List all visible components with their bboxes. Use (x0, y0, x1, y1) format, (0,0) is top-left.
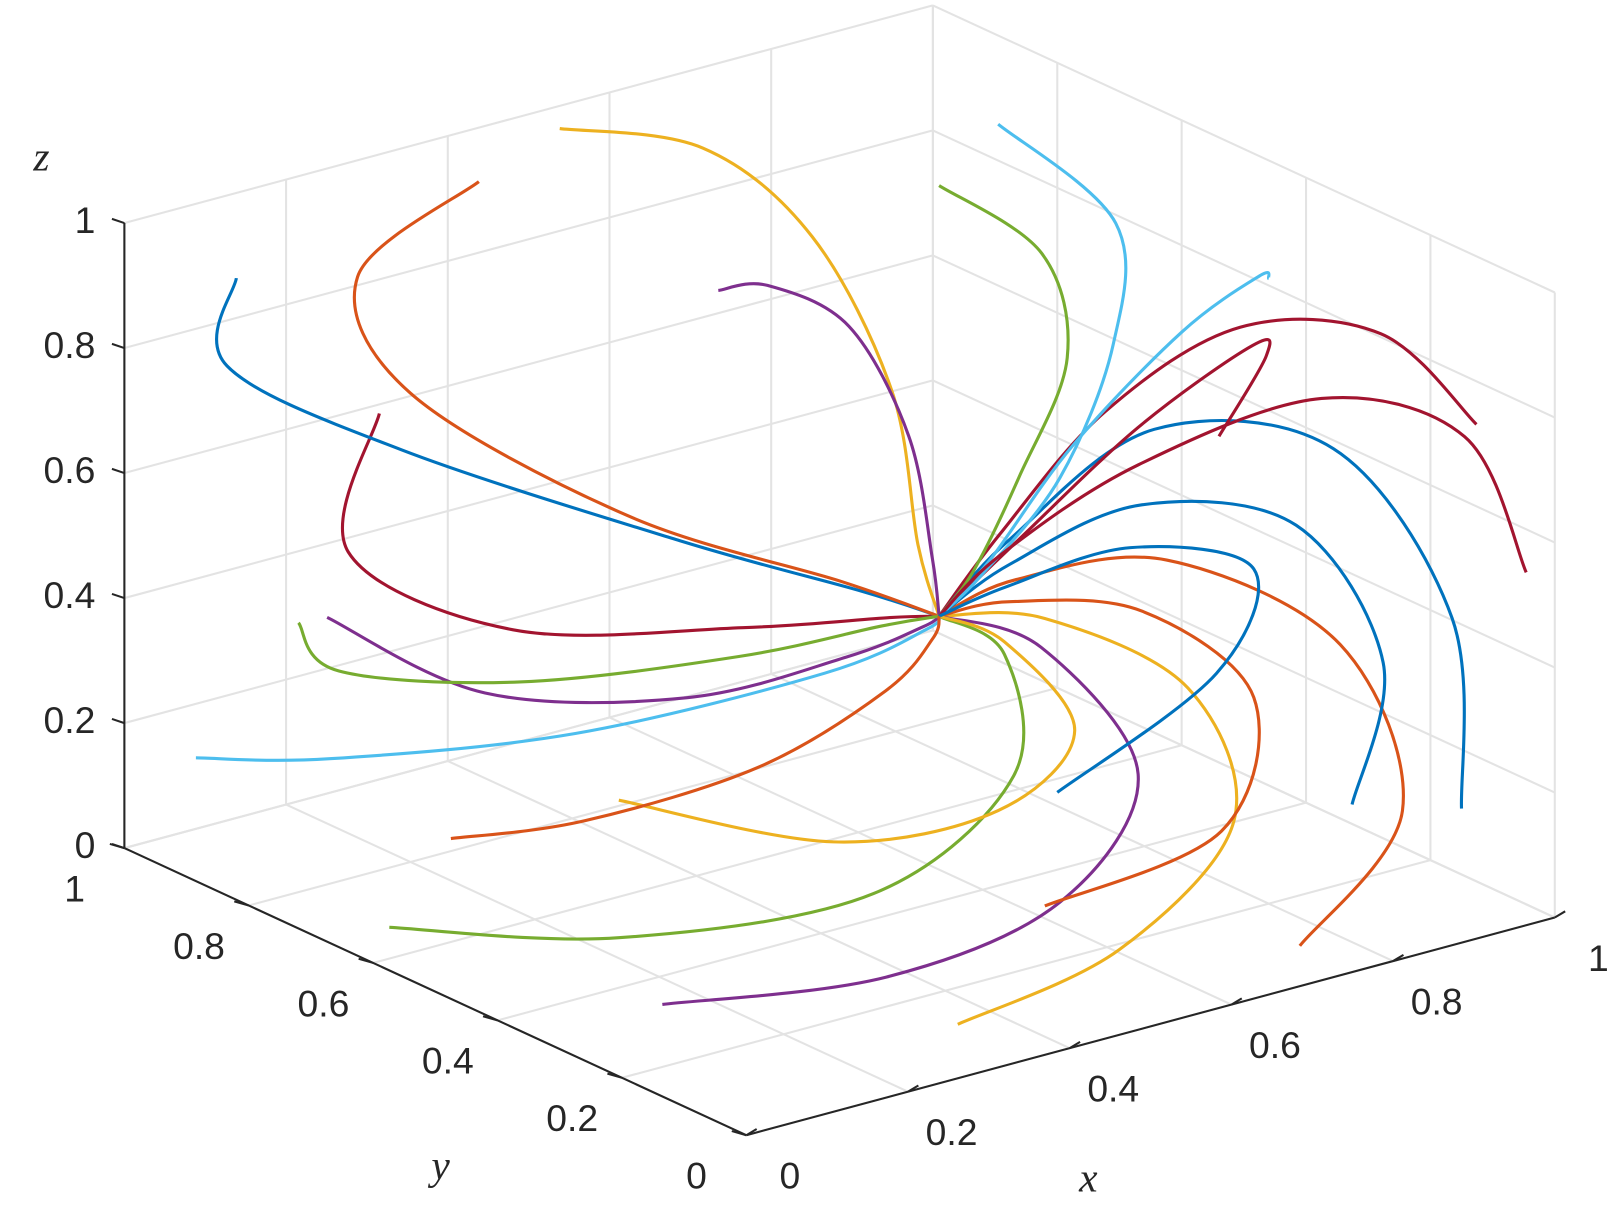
trajectory (938, 396, 1528, 618)
x-tick (907, 1084, 919, 1093)
x-tick-label: 0.2 (926, 1111, 978, 1153)
trajectory (297, 614, 940, 685)
grid-line (621, 859, 1431, 1079)
grid-line (124, 379, 934, 600)
grid-line (770, 673, 1394, 963)
x-tick-label: 0 (779, 1155, 800, 1197)
grid-line (447, 760, 1071, 1050)
trajectory (215, 277, 940, 618)
z-tick (111, 717, 125, 725)
y-tick-label: 0.6 (297, 982, 349, 1024)
trajectories (195, 122, 1528, 1026)
x-tick-label: 0.6 (1249, 1024, 1301, 1066)
trajectory (938, 545, 1261, 794)
trajectory (939, 611, 1239, 1026)
y-tick-label: 1 (64, 867, 85, 909)
trajectory (937, 271, 1271, 618)
y-tick (233, 900, 250, 907)
z-tick-label: 0 (75, 824, 96, 866)
z-tick (111, 342, 125, 350)
trajectory (718, 282, 941, 617)
z-tick (111, 592, 125, 600)
trajectory (618, 614, 1077, 844)
y-tick (358, 957, 374, 964)
grid-line (124, 254, 934, 475)
x-tick-label: 0.4 (1087, 1068, 1139, 1110)
trajectory (326, 614, 941, 705)
grid-line (932, 129, 1556, 419)
x-tick-label: 0.8 (1411, 980, 1463, 1022)
trajectory (559, 127, 941, 617)
grid-line (932, 504, 1556, 794)
trajectory (352, 180, 940, 618)
grid-line (372, 744, 1182, 964)
x-tick (1554, 910, 1566, 919)
trajectory (938, 499, 1387, 805)
grid-line (932, 4, 1556, 294)
z-tick (111, 467, 125, 475)
trajectory (450, 615, 941, 841)
trajectory (938, 555, 1405, 947)
x-tick (745, 1128, 758, 1137)
grid-line (932, 629, 1556, 919)
z-tick-label: 0.8 (44, 324, 96, 366)
trajectory (937, 184, 1070, 618)
z-tick (111, 217, 125, 225)
z-tick-label: 1 (75, 199, 96, 241)
y-tick (731, 1130, 747, 1137)
y-tick (482, 1015, 498, 1022)
grid-line (497, 801, 1307, 1022)
grid-line (124, 504, 934, 725)
x-tick-label: 1 (1588, 937, 1609, 979)
z-tick-label: 0.4 (44, 574, 96, 616)
grid-line (285, 803, 909, 1093)
trajectory (389, 614, 1026, 941)
x-axis-line (746, 916, 1556, 1137)
y-tick (607, 1072, 623, 1079)
y-axis-title: y (427, 1142, 450, 1188)
z-tick (111, 842, 125, 850)
trajectory (938, 122, 1128, 618)
y-tick-label: 0 (686, 1155, 707, 1197)
trajectory (937, 418, 1466, 809)
grid-line (609, 716, 1232, 1006)
x-tick (1230, 997, 1243, 1006)
z-axis-title: z (32, 133, 49, 179)
grid-line (124, 4, 934, 225)
y-tick-label: 0.4 (422, 1040, 474, 1082)
trajectory (662, 614, 1140, 1006)
y-tick-label: 0.2 (546, 1097, 598, 1139)
trajectory (937, 317, 1478, 618)
z-tick-label: 0.6 (44, 449, 96, 491)
axes: x y z 00.20.40.60.8100.20.40.60.8100.20.… (32, 133, 1608, 1200)
z-tick-label: 0.2 (44, 699, 96, 741)
trajectory (938, 598, 1261, 908)
x-axis-title: x (1078, 1154, 1098, 1200)
trajectory (341, 413, 940, 637)
x-tick (1069, 1041, 1081, 1050)
y-tick-label: 0.8 (173, 925, 225, 967)
grid-line (248, 686, 1058, 907)
trajectory (195, 615, 941, 762)
grid-line (124, 129, 934, 350)
y-axis-line (123, 847, 747, 1137)
x-tick (1392, 953, 1405, 962)
